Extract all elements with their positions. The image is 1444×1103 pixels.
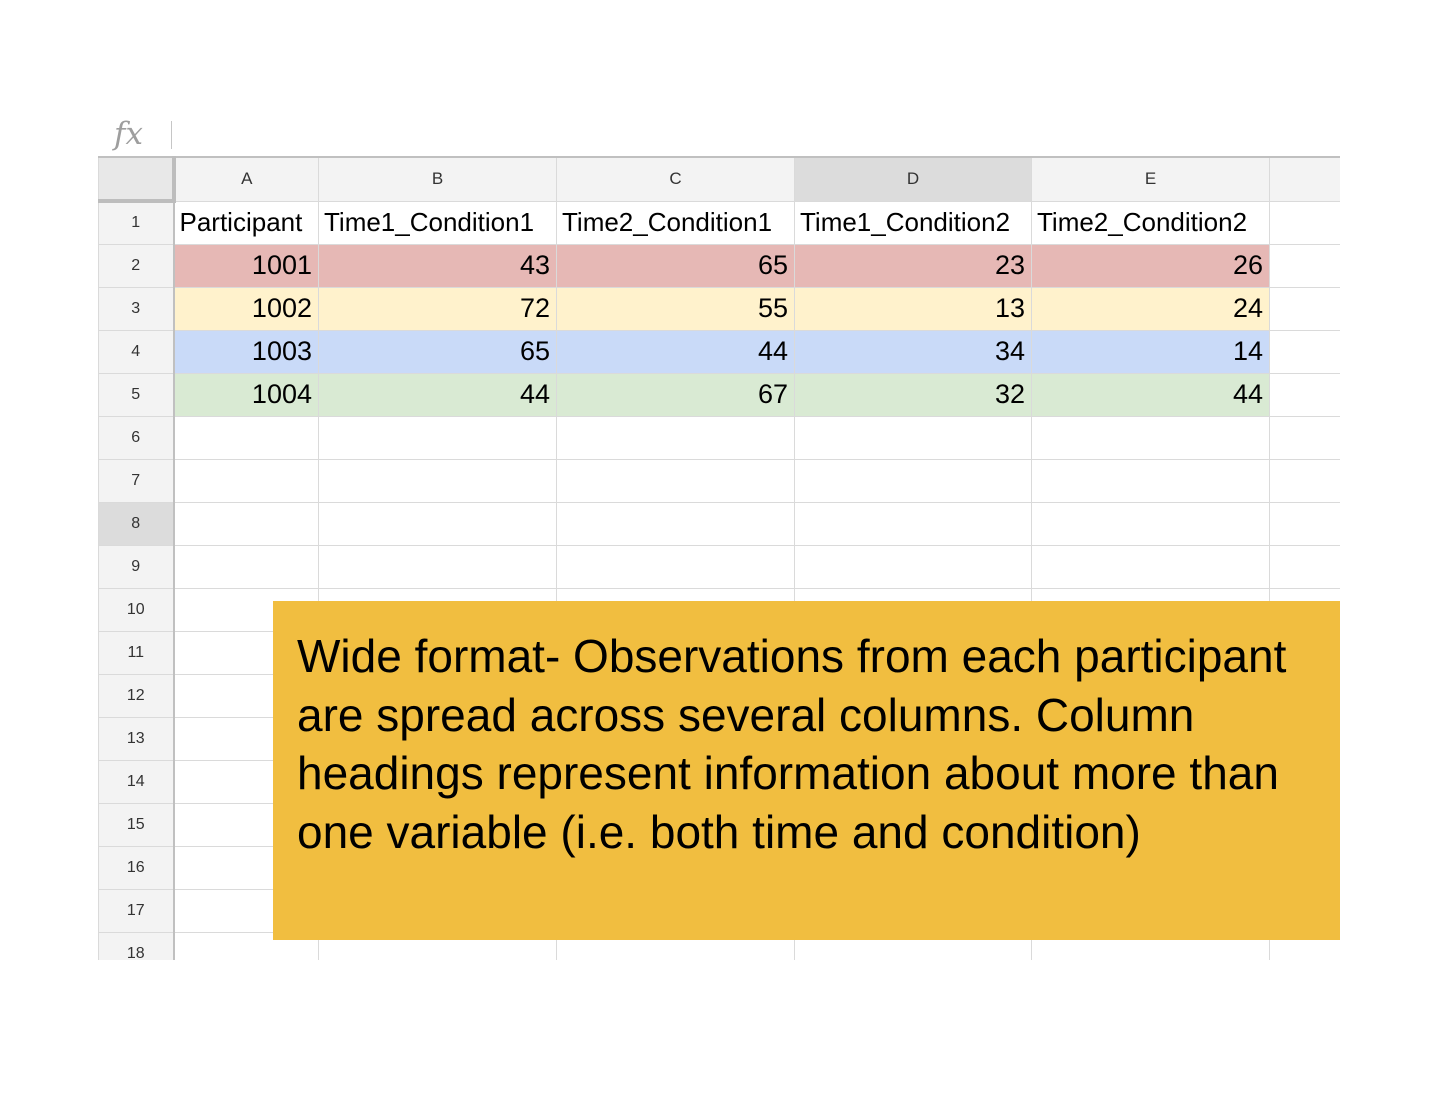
formula-input[interactable] <box>180 120 1324 152</box>
row-header-7[interactable]: 7 <box>98 458 175 503</box>
row-header-9[interactable]: 9 <box>98 544 175 589</box>
annotation-text: Wide format- Observations from each part… <box>297 630 1287 858</box>
table-row: 4 1003 65 44 34 14 <box>98 329 1340 374</box>
cell-b1[interactable]: Time1_Condition1 <box>318 200 557 245</box>
row-header-10[interactable]: 10 <box>98 587 175 632</box>
cell-a2[interactable]: 1001 <box>173 243 319 288</box>
cell-c4[interactable]: 44 <box>556 329 795 374</box>
cell-extra9[interactable] <box>1269 544 1340 589</box>
cell-extra1[interactable] <box>1269 200 1340 245</box>
column-header-a[interactable]: A <box>173 156 319 202</box>
table-row: 9 <box>98 544 1340 589</box>
table-row: 2 1001 43 65 23 26 <box>98 243 1340 288</box>
cell-b4[interactable]: 65 <box>318 329 557 374</box>
row-header-4[interactable]: 4 <box>98 329 175 374</box>
cell-d7[interactable] <box>794 458 1032 503</box>
formula-bar: fx <box>98 112 1340 156</box>
cell-d2[interactable]: 23 <box>794 243 1032 288</box>
cell-c3[interactable]: 55 <box>556 286 795 331</box>
cell-d8[interactable] <box>794 501 1032 546</box>
cell-a7[interactable] <box>173 458 319 503</box>
cell-a9[interactable] <box>173 544 319 589</box>
row-header-14[interactable]: 14 <box>98 759 175 804</box>
cell-extra7[interactable] <box>1269 458 1340 503</box>
cell-a8[interactable] <box>173 501 319 546</box>
table-row: 6 <box>98 415 1340 460</box>
cell-a1[interactable]: Participant <box>173 200 319 245</box>
cell-e7[interactable] <box>1031 458 1270 503</box>
cell-e9[interactable] <box>1031 544 1270 589</box>
column-header-e[interactable]: E <box>1031 156 1270 202</box>
cell-d6[interactable] <box>794 415 1032 460</box>
row-header-16[interactable]: 16 <box>98 845 175 890</box>
column-header-extra[interactable] <box>1269 156 1340 202</box>
row-header-11[interactable]: 11 <box>98 630 175 675</box>
formula-bar-divider <box>171 121 172 149</box>
cell-e8[interactable] <box>1031 501 1270 546</box>
cell-d5[interactable]: 32 <box>794 372 1032 417</box>
cell-extra2[interactable] <box>1269 243 1340 288</box>
cell-b7[interactable] <box>318 458 557 503</box>
cell-d3[interactable]: 13 <box>794 286 1032 331</box>
row-header-6[interactable]: 6 <box>98 415 175 460</box>
cell-d4[interactable]: 34 <box>794 329 1032 374</box>
table-row: 5 1004 44 67 32 44 <box>98 372 1340 417</box>
cell-e2[interactable]: 26 <box>1031 243 1270 288</box>
cell-e1[interactable]: Time2_Condition2 <box>1031 200 1270 245</box>
cell-extra4[interactable] <box>1269 329 1340 374</box>
column-header-c[interactable]: C <box>556 156 795 202</box>
cell-a5[interactable]: 1004 <box>173 372 319 417</box>
table-row: 7 <box>98 458 1340 503</box>
cell-c9[interactable] <box>556 544 795 589</box>
table-row: 1 Participant Time1_Condition1 Time2_Condit… <box>98 200 1340 245</box>
cell-b9[interactable] <box>318 544 557 589</box>
column-header-b[interactable]: B <box>318 156 557 202</box>
cell-extra5[interactable] <box>1269 372 1340 417</box>
table-row: 3 1002 72 55 13 24 <box>98 286 1340 331</box>
cell-c8[interactable] <box>556 501 795 546</box>
cell-c5[interactable]: 67 <box>556 372 795 417</box>
cell-a3[interactable]: 1002 <box>173 286 319 331</box>
row-header-1[interactable]: 1 <box>98 200 175 245</box>
fx-icon: fx <box>114 116 143 152</box>
cell-a6[interactable] <box>173 415 319 460</box>
cell-c1[interactable]: Time2_Condition1 <box>556 200 795 245</box>
select-all-corner[interactable] <box>98 156 176 203</box>
cell-c2[interactable]: 65 <box>556 243 795 288</box>
cell-e4[interactable]: 14 <box>1031 329 1270 374</box>
cell-e5[interactable]: 44 <box>1031 372 1270 417</box>
cell-e3[interactable]: 24 <box>1031 286 1270 331</box>
cell-e6[interactable] <box>1031 415 1270 460</box>
cell-a4[interactable]: 1003 <box>173 329 319 374</box>
cell-b3[interactable]: 72 <box>318 286 557 331</box>
cell-extra8[interactable] <box>1269 501 1340 546</box>
row-header-17[interactable]: 17 <box>98 888 175 933</box>
column-header-d[interactable]: D <box>794 156 1032 202</box>
cell-c7[interactable] <box>556 458 795 503</box>
row-header-8[interactable]: 8 <box>98 501 175 546</box>
cell-b6[interactable] <box>318 415 557 460</box>
cell-b2[interactable]: 43 <box>318 243 557 288</box>
cell-extra3[interactable] <box>1269 286 1340 331</box>
cell-extra6[interactable] <box>1269 415 1340 460</box>
row-header-18[interactable]: 18 <box>98 931 175 960</box>
row-header-3[interactable]: 3 <box>98 286 175 331</box>
row-header-5[interactable]: 5 <box>98 372 175 417</box>
cell-b5[interactable]: 44 <box>318 372 557 417</box>
cell-d1[interactable]: Time1_Condition2 <box>794 200 1032 245</box>
row-header-12[interactable]: 12 <box>98 673 175 718</box>
cell-c6[interactable] <box>556 415 795 460</box>
annotation-box: Wide format- Observations from each part… <box>273 601 1340 940</box>
row-header-13[interactable]: 13 <box>98 716 175 761</box>
cell-b8[interactable] <box>318 501 557 546</box>
row-header-15[interactable]: 15 <box>98 802 175 847</box>
table-row: 8 <box>98 501 1340 546</box>
row-header-2[interactable]: 2 <box>98 243 175 288</box>
cell-d9[interactable] <box>794 544 1032 589</box>
